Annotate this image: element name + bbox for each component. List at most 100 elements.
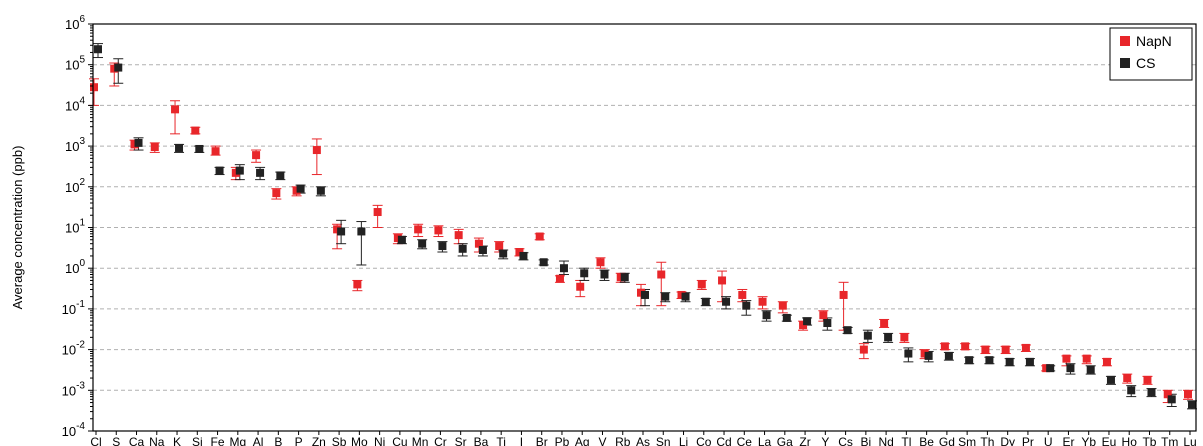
legend-label-napn: NapN [1136,33,1172,49]
marker-cs [884,333,893,342]
x-tick-label: Eu [1102,435,1117,446]
marker-cs [580,269,589,278]
x-tick-label: Co [696,435,712,446]
x-tick-label: Er [1062,435,1074,446]
marker-napn [697,280,706,289]
y-tick-label: 103 [65,136,85,154]
marker-cs [1066,364,1075,373]
x-tick-label: Mg [229,435,246,446]
marker-cs [94,45,102,54]
marker-napn [981,345,990,354]
marker-cs [276,171,285,180]
marker-cs [1046,364,1055,373]
marker-napn [211,147,220,156]
x-tick-label: Zr [799,435,810,446]
x-tick-label: K [173,435,181,446]
marker-cs [195,144,204,153]
marker-napn [940,342,949,351]
x-tick-label: Cu [392,435,407,446]
legend-swatch-cs [1120,58,1130,68]
marker-napn [495,242,504,251]
x-tick-label: Mn [412,435,429,446]
error-bars [89,43,1197,410]
marker-cs [1188,400,1196,409]
marker-cs [1147,388,1156,397]
marker-napn [657,270,666,279]
marker-napn [1102,357,1111,366]
y-tick-label: 10-2 [62,340,86,358]
x-tick-label: Na [149,435,165,446]
gridlines [93,64,1196,391]
x-tick-label: Cr [434,435,447,446]
marker-cs [863,331,872,340]
marker-cs [944,351,953,360]
marker-cs [357,227,366,236]
x-tick-label: Ti [496,435,506,446]
x-tick-label: Li [679,435,688,446]
x-tick-label: I [520,435,523,446]
x-tick-label: Ni [374,435,385,446]
x-tick-label: Y [821,435,829,446]
x-tick-label: Cl [90,435,101,446]
x-tick-label: V [598,435,606,446]
marker-cs [803,317,812,326]
legend-label-cs: CS [1136,55,1155,71]
marker-napn [778,301,787,310]
x-tick-label: Sn [656,435,671,446]
x-tick-label: Cd [716,435,731,446]
marker-napn [312,146,321,155]
marker-cs [438,242,447,251]
marker-napn [758,297,767,306]
marker-napn [150,143,159,152]
marker-cs [519,251,528,260]
marker-cs [722,297,731,306]
x-tick-label: Ca [129,435,145,446]
marker-cs [1127,386,1136,395]
y-axis-title: Average concentration (ppb) [10,146,25,310]
marker-cs [1106,375,1115,384]
marker-napn [1001,345,1010,354]
y-tick-label: 104 [65,95,85,113]
x-tick-label: Br [536,435,548,446]
x-tick-label: Ga [777,435,793,446]
marker-cs [114,63,123,72]
marker-napn [353,280,362,289]
marker-napn [819,311,828,320]
x-tick-label: Cs [838,435,853,446]
x-tick-label: Si [192,435,203,446]
marker-napn [576,282,585,291]
marker-napn [434,226,443,235]
y-tick-label: 102 [65,177,85,195]
legend-swatch-napn [1120,36,1130,46]
y-tick-label: 100 [65,258,85,276]
x-tick-label: Dy [1000,435,1015,446]
x-tick-label: Mo [351,435,368,446]
x-tick-label: B [274,435,282,446]
x-tick-label: Yb [1081,435,1096,446]
y-tick-label: 101 [65,218,85,236]
y-axis-ticks: 10-4 10-3 10-2 10-1 100 101 102 103 104 105 106 [62,14,93,439]
marker-cs [742,301,751,310]
marker-napn [414,225,423,234]
marker-napn [859,345,868,354]
x-tick-label: Al [253,435,264,446]
x-tick-label: Tb [1142,435,1156,446]
x-tick-label: Sm [958,435,976,446]
x-tick-label: Tl [901,435,911,446]
marker-napn [454,231,463,240]
x-tick-label: U [1044,435,1053,446]
y-tick-label: 10-4 [62,421,86,439]
x-tick-label: Be [919,435,934,446]
x-tick-label: Ce [737,435,753,446]
marker-cs [843,326,852,335]
marker-napn [718,276,727,285]
marker-napn [90,83,98,92]
x-tick-label: Tm [1161,435,1178,446]
marker-napn [252,151,261,160]
marker-cs [762,311,771,320]
marker-napn [535,232,544,241]
marker-napn [1123,374,1132,383]
x-tick-label: La [758,435,772,446]
x-tick-label: Pr [1022,435,1034,446]
